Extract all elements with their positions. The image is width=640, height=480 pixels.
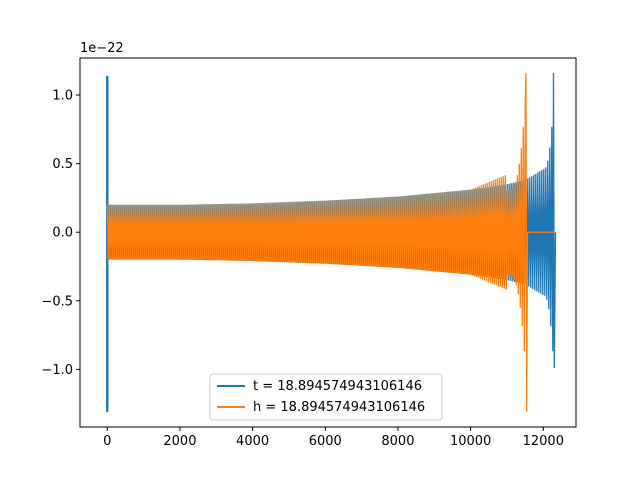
x-tick-label: 0	[103, 434, 111, 449]
x-tick-label: 2000	[163, 434, 196, 449]
series-h	[106, 73, 555, 412]
y-tick-label: 0.5	[52, 157, 73, 172]
axes-frame	[79, 57, 577, 428]
x-tick-label: 6000	[309, 434, 342, 449]
y-tick-label: 0.0	[52, 226, 73, 241]
legend-label-h: h = 18.894574943106146	[253, 400, 425, 415]
x-axis-ticks: 0 2000 4000 6000 8000 10000 12000	[103, 427, 564, 449]
y-tick-label: −0.5	[41, 294, 73, 309]
y-axis-ticks: −1.0 −0.5 0.0 0.5 1.0	[41, 89, 80, 378]
y-offset-label: 1e−22	[80, 41, 124, 56]
y-tick-label: 1.0	[52, 89, 73, 104]
legend-label-t: t = 18.894574943106146	[253, 379, 422, 394]
x-tick-label: 12000	[523, 434, 564, 449]
y-tick-label: −1.0	[41, 363, 73, 378]
waveform-line	[106, 73, 555, 412]
x-tick-label: 8000	[381, 434, 414, 449]
x-tick-label: 10000	[450, 434, 491, 449]
x-tick-label: 4000	[236, 434, 269, 449]
series-layer	[106, 73, 557, 412]
legend-box	[209, 373, 443, 421]
legend: t = 18.894574943106146 h = 18.8945749431…	[209, 373, 443, 421]
